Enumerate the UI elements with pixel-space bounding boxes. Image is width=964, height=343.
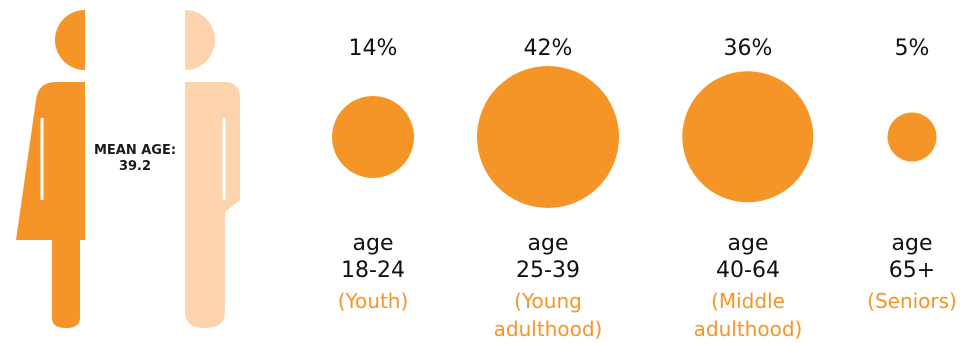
bubble-seniors [887, 112, 937, 162]
age-word: age [527, 231, 569, 256]
person-figure-icon [16, 10, 240, 328]
percent-label: 36% [723, 36, 773, 61]
age-range: 18-24 [341, 258, 405, 283]
age-word: age [891, 231, 933, 256]
man-half-icon [185, 10, 240, 328]
age-range: 40-64 [716, 258, 780, 283]
mean-age-caption: MEAN AGE: [93, 143, 177, 158]
life-stage-label: (Seniors) [867, 289, 957, 313]
mean-age-value: 39.2 [118, 159, 152, 174]
percent-label: 42% [523, 36, 573, 61]
bubble-middle-adulthood [682, 71, 814, 203]
life-stage-label: (Middle adulthood) [693, 289, 803, 341]
bubble-young-adulthood [477, 66, 619, 208]
age-word: age [352, 231, 394, 256]
age-group-middle-adulthood: 36% age 40-64 (Middle adulthood) [648, 0, 848, 343]
age-word: age [727, 231, 769, 256]
age-range: 25-39 [516, 258, 580, 283]
percent-label: 5% [894, 36, 930, 61]
woman-half-icon [16, 10, 85, 328]
life-stage-label: (Youth) [337, 289, 409, 313]
percent-label: 14% [348, 36, 398, 61]
age-range: 65+ [888, 258, 936, 283]
age-group-youth: 14% age 18-24 (Youth) [273, 0, 473, 343]
bubble-youth [332, 96, 414, 178]
mean-age-label: MEAN AGE: 39.2 [80, 143, 190, 175]
age-group-young-adulthood: 42% age 25-39 (Young adulthood) [448, 0, 648, 343]
life-stage-label: (Young adulthood) [493, 289, 603, 341]
age-group-seniors: 5% age 65+ (Seniors) [812, 0, 964, 343]
